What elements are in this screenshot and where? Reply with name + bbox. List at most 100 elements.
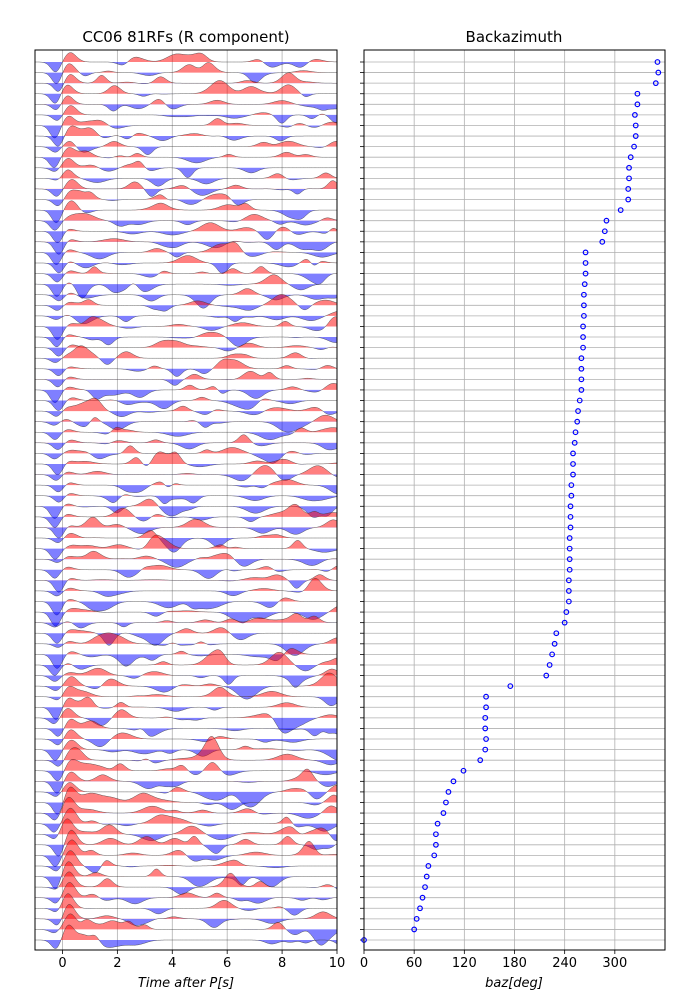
rf-trace-positive-fill (35, 697, 337, 708)
rf-trace-positive-fill (35, 345, 337, 359)
baz-point (580, 312, 587, 319)
rf-trace (35, 479, 338, 495)
rf-trace-negative-fill (35, 199, 337, 206)
rf-trace (35, 796, 338, 821)
baz-tick-label: 240 (552, 956, 577, 971)
baz-point (570, 461, 576, 467)
baz-point (634, 101, 641, 108)
baz-point (433, 841, 439, 848)
baz-point (632, 133, 639, 139)
rf-trace-line (35, 222, 338, 244)
rf-x-ticks: 0 2 4 6 8 10 (58, 950, 345, 971)
rf-trace-positive-fill (35, 266, 337, 274)
rf-trace-positive-fill (35, 740, 337, 750)
rf-trace-positive-fill (35, 597, 337, 602)
rf-trace-negative-fill (35, 506, 337, 519)
rf-trace-negative-fill (35, 929, 337, 946)
rf-trace (35, 534, 338, 560)
rf-trace-negative-fill (35, 559, 337, 568)
baz-point (567, 513, 574, 520)
rf-trace (35, 685, 338, 707)
baz-point (578, 376, 585, 383)
rf-trace-line (35, 649, 338, 676)
baz-point (425, 863, 432, 869)
rf-trace (35, 311, 338, 324)
rf-panel: CC06 81RFs (R component) 0 2 4 6 8 10 Time af… (34, 28, 345, 991)
rf-trace (35, 736, 338, 767)
rf-trace-positive-fill (35, 782, 337, 792)
rf-traces (34, 52, 338, 949)
rf-trace-line (35, 397, 337, 411)
rf-trace (35, 255, 337, 274)
rf-trace-line (35, 189, 337, 207)
rf-trace-line (34, 807, 338, 833)
rf-trace-negative-fill (35, 284, 337, 299)
rf-trace-line (35, 383, 338, 403)
rf-trace (35, 445, 337, 464)
rf-trace-negative-fill (35, 104, 337, 112)
baz-tick-label: 300 (602, 956, 627, 971)
rf-trace (35, 597, 337, 616)
rf-trace-line (35, 893, 337, 916)
rf-trace-negative-fill (35, 347, 337, 357)
rf-trace-line (35, 839, 337, 867)
rf-trace-negative-fill (35, 453, 337, 464)
rf-trace-line (35, 294, 338, 312)
baz-point (483, 693, 489, 700)
baz-point (565, 598, 572, 605)
rf-trace-negative-fill (35, 262, 337, 274)
rf-trace-line (35, 708, 338, 734)
rf-trace-line (35, 95, 338, 112)
rf-trace-line (35, 829, 338, 857)
rf-trace-line (35, 370, 337, 388)
rf-trace-negative-fill (35, 463, 337, 475)
rf-trace-positive-fill (35, 415, 337, 422)
rf-trace (35, 72, 337, 92)
rf-tick-label: 4 (168, 956, 176, 971)
baz-point (543, 672, 550, 679)
rf-trace-positive-fill (35, 141, 337, 147)
rf-trace (35, 105, 338, 124)
baz-panel: Backazimuth 0 60 120 180 240 300 baz[deg] (360, 28, 666, 991)
rf-trace-positive-fill (35, 158, 337, 168)
rf-trace-line (35, 158, 337, 178)
rf-trace-line (35, 672, 338, 700)
rf-trace-positive-fill (35, 451, 337, 464)
rf-trace-positive-fill (35, 359, 337, 369)
rf-trace-line (35, 924, 338, 949)
rf-trace-line (35, 565, 338, 579)
rf-trace (35, 729, 338, 748)
rf-trace-line (35, 627, 337, 646)
rf-trace-positive-fill (35, 147, 337, 158)
rf-trace-negative-fill (35, 442, 337, 450)
rf-trace (35, 222, 338, 244)
rf-trace-negative-fill (35, 813, 337, 821)
rf-trace (35, 893, 337, 916)
baz-point (634, 90, 641, 97)
rf-trace-positive-fill (35, 332, 337, 338)
rf-trace-line (35, 850, 337, 874)
baz-point (574, 418, 581, 425)
rf-trace-positive-fill (35, 371, 337, 380)
rf-trace-positive-fill (35, 434, 337, 443)
baz-point (567, 503, 574, 510)
rf-trace-line (35, 606, 338, 627)
rf-trace-negative-fill (35, 358, 337, 365)
rf-trace-line (35, 613, 337, 629)
rf-trace-negative-fill (35, 305, 337, 312)
rf-trace-line (35, 696, 337, 720)
rf-trace (35, 147, 337, 168)
rf-trace-line (35, 125, 337, 147)
rf-trace (35, 274, 337, 299)
baz-point (578, 355, 585, 362)
rf-trace (35, 739, 338, 761)
rf-trace-line (35, 782, 338, 808)
rf-trace-negative-fill (35, 601, 337, 616)
rf-trace-negative-fill (35, 686, 337, 700)
baz-point (482, 714, 489, 721)
rf-trace-positive-fill (35, 565, 337, 570)
baz-x-axis-label: baz[deg] (485, 976, 543, 991)
rf-trace-line (35, 503, 338, 528)
baz-point (572, 429, 579, 436)
rf-trace-line (35, 238, 338, 255)
